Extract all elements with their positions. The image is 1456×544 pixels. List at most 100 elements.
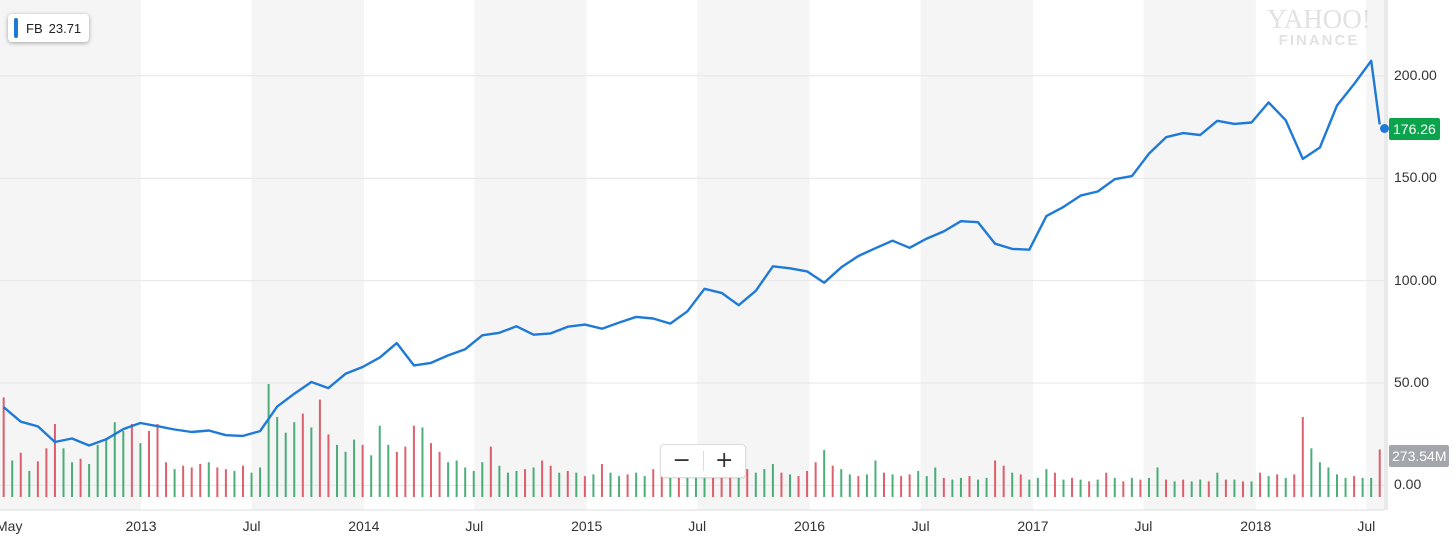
volume-bar — [455, 460, 458, 497]
period-bands — [0, 0, 1388, 510]
volume-bar — [378, 425, 381, 497]
volume-bar — [951, 479, 954, 497]
volume-bar — [883, 472, 886, 497]
volume-bar — [575, 472, 578, 497]
volume-bar — [754, 472, 757, 497]
period-band — [697, 0, 810, 510]
volume-bar — [925, 476, 928, 497]
volume-bar — [353, 439, 356, 497]
volume-bar — [79, 458, 82, 497]
volume-bar — [994, 460, 997, 497]
volume-bar — [395, 451, 398, 497]
volume-bar — [438, 451, 441, 497]
volume-bar — [105, 439, 108, 497]
volume-bar — [1250, 481, 1253, 497]
x-tick-label: 2016 — [793, 518, 826, 534]
volume-bar — [241, 465, 244, 497]
volume-bar — [2, 397, 5, 497]
volume-bar — [11, 460, 14, 497]
volume-bar — [1096, 479, 1099, 497]
volume-bar — [891, 474, 894, 497]
volume-bar — [489, 446, 492, 497]
volume-bar — [88, 463, 91, 497]
volume-bar — [635, 472, 638, 497]
volume-bar — [541, 460, 544, 497]
volume-bar — [1071, 477, 1074, 497]
volume-bar — [797, 476, 800, 497]
volume-bar — [412, 425, 415, 497]
volume-bar — [506, 472, 509, 497]
volume-bar — [840, 469, 843, 497]
y-tick-label: 200.00 — [1394, 66, 1437, 83]
volume-bar — [558, 472, 561, 497]
yahoo-finance-logo: YAHOO! FINANCE — [1267, 4, 1371, 49]
period-band — [1366, 0, 1384, 510]
legend-value: 23.71 — [48, 20, 82, 36]
volume-bar — [1088, 481, 1091, 497]
volume-bar — [746, 469, 749, 497]
volume-bar — [1241, 481, 1244, 497]
x-tick-label: Jul — [1357, 518, 1376, 534]
volume-bar — [1105, 472, 1108, 497]
volume-bar — [199, 463, 202, 497]
volume-bar — [806, 470, 809, 497]
volume-bar — [1216, 472, 1219, 497]
volume-bar — [934, 467, 937, 497]
period-band — [0, 0, 142, 510]
volume-bar — [28, 470, 31, 497]
volume-bar — [165, 462, 168, 497]
volume-bar — [1310, 448, 1313, 497]
volume-bar — [207, 462, 210, 497]
last-price-tag: 176.26 — [1389, 118, 1440, 140]
volume-bar — [1130, 477, 1133, 497]
volume-bar — [1053, 472, 1056, 497]
volume-bar — [1011, 472, 1014, 497]
volume-bar — [1002, 465, 1005, 497]
volume-bar — [1019, 474, 1022, 497]
volume-bar — [498, 465, 501, 497]
volume-bar — [1207, 481, 1210, 497]
volume-bar — [763, 469, 766, 497]
volume-bar — [669, 476, 672, 497]
volume-bar — [985, 477, 988, 497]
volume-bar — [660, 474, 663, 497]
legend-ticker: FB — [26, 20, 43, 36]
volume-bar — [532, 467, 535, 497]
volume-bar — [703, 462, 706, 497]
volume-bar — [874, 460, 877, 497]
volume-bar — [472, 470, 475, 497]
volume-bar — [1301, 417, 1304, 497]
volume-bar — [387, 444, 390, 497]
volume-bar — [652, 469, 655, 497]
volume-bar — [36, 461, 39, 497]
symbol-legend[interactable]: FB 23.71 — [8, 14, 90, 42]
volume-bar — [147, 430, 150, 497]
volume-bar — [122, 430, 125, 497]
volume-bar — [831, 465, 834, 497]
volume-bar — [857, 476, 860, 497]
volume-bar — [45, 448, 48, 497]
volume-bar — [344, 451, 347, 497]
volume-bar — [250, 472, 253, 497]
volume-bar — [1156, 467, 1159, 497]
volume-bar — [447, 462, 450, 497]
volume-bar — [327, 434, 330, 497]
volume-bar — [284, 432, 287, 497]
price-line — [2, 59, 1381, 447]
volume-bar — [1370, 477, 1373, 497]
volume-bar — [1113, 477, 1116, 497]
y-tick-label: 50.00 — [1394, 374, 1430, 390]
volume-bar — [566, 470, 569, 497]
zoom-out-button[interactable]: − — [661, 445, 703, 477]
volume-bar — [259, 467, 262, 497]
volume-bar — [1199, 479, 1202, 497]
last-price-marker — [1380, 124, 1389, 133]
zoom-in-button[interactable]: + — [704, 445, 746, 477]
volume-bar — [908, 474, 911, 497]
volume-bar — [53, 423, 56, 497]
volume-bar — [1327, 467, 1330, 497]
volume-bar — [814, 462, 817, 497]
volume-bar — [1173, 481, 1176, 497]
volume-bar — [788, 474, 791, 497]
